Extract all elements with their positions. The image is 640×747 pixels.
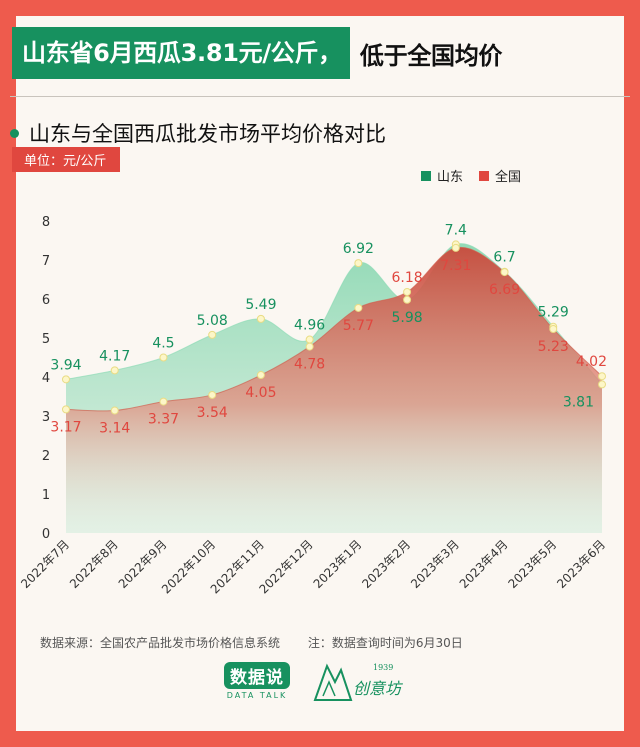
point-national: [354, 303, 363, 312]
point-national: [549, 325, 558, 334]
footer-note: 注：数据查询时间为6月30日: [307, 636, 463, 650]
x-tick-label: 2023年5月: [506, 537, 560, 591]
y-tick-label: 5: [42, 332, 50, 347]
data-label-national: 5.23: [538, 339, 569, 355]
data-label-national: 3.37: [148, 412, 179, 428]
page-title: 山东省6月西瓜3.81元/公斤， 低于全国均价: [12, 27, 502, 79]
data-label-national: 4.78: [294, 357, 325, 373]
chuangyi-logo: 1939 创意坊: [313, 663, 404, 701]
data-label-shandong: 5.08: [197, 313, 228, 329]
datatalk-logo-main: 数据说: [224, 662, 290, 689]
data-label-national: 4.02: [576, 354, 607, 370]
point-shandong: [354, 259, 363, 268]
data-label-national: 3.14: [99, 421, 130, 437]
point-national: [598, 372, 606, 381]
y-tick-label: 0: [42, 527, 50, 542]
point-shandong: [208, 330, 217, 339]
data-label-shandong: 3.81: [563, 394, 594, 410]
chart-subtitle: 山东与全国西瓜批发市场平均价格对比: [10, 118, 386, 148]
data-points: [62, 240, 606, 415]
point-shandong: [598, 380, 606, 389]
data-label-shandong: 5.49: [245, 297, 276, 313]
x-tick-label: 2022年8月: [67, 537, 121, 591]
x-tick-label: 2023年3月: [408, 537, 462, 591]
point-national: [500, 268, 509, 277]
data-label-shandong: 6.7: [493, 250, 515, 266]
point-national: [62, 405, 70, 414]
bullet-dot-icon: [10, 128, 19, 138]
legend: 山东 全国: [421, 166, 537, 185]
point-national: [110, 406, 119, 415]
y-tick-label: 4: [42, 371, 50, 386]
x-tick-label: 2022年7月: [18, 537, 72, 591]
mountain-icon: [313, 663, 353, 701]
data-label-shandong: 4.96: [294, 318, 325, 334]
datatalk-logo-sub: DATA TALK: [226, 691, 288, 700]
point-shandong: [305, 335, 314, 344]
data-label-shandong: 7.4: [445, 222, 467, 238]
x-axis: 2022年7月2022年8月2022年9月2022年10月2022年11月202…: [18, 537, 608, 596]
mountain-inner-icon: [322, 680, 336, 697]
data-label-national: 4.05: [245, 385, 276, 401]
data-label-shandong: 6.92: [343, 241, 374, 257]
data-label-national: 6.69: [489, 282, 520, 298]
chuangyi-name: 创意坊: [353, 679, 404, 698]
point-shandong: [62, 375, 70, 384]
legend-label-national: 全国: [495, 170, 522, 185]
data-label-shandong: 4.17: [99, 348, 130, 364]
data-label-shandong: 5.98: [392, 310, 423, 326]
datatalk-logo: 数据说 DATA TALK: [211, 660, 303, 702]
x-tick-label: 2023年1月: [311, 537, 365, 591]
title-highlight: 山东省6月西瓜3.81元/公斤，: [12, 27, 350, 79]
point-shandong: [403, 295, 412, 304]
point-shandong: [159, 353, 168, 362]
title-rest: 低于全国均价: [359, 41, 503, 70]
legend-item-national: 全国: [479, 166, 521, 185]
legend-swatch-national: [479, 170, 490, 181]
data-label-national: 3.17: [50, 419, 81, 435]
point-national: [403, 287, 412, 296]
y-axis: 0 1 2 3 4 5 6 7 8: [42, 215, 50, 542]
unit-badge: 单位：元/公斤: [12, 147, 121, 172]
y-tick-label: 6: [42, 293, 50, 308]
y-tick-label: 7: [42, 254, 50, 269]
footer-source: 数据来源：全国农产品批发市场价格信息系统: [40, 636, 281, 650]
y-tick-label: 3: [42, 410, 50, 425]
point-shandong: [110, 366, 119, 375]
series-areas: [65, 243, 603, 534]
legend-item-shandong: 山东: [421, 166, 463, 185]
data-label-national: 5.77: [343, 318, 374, 334]
point-national: [451, 243, 460, 252]
y-tick-label: 1: [42, 488, 50, 503]
chuangyi-year: 1939: [373, 663, 393, 672]
data-label-shandong: 5.29: [538, 305, 569, 321]
point-national: [159, 397, 168, 406]
point-national: [256, 371, 265, 380]
y-tick-label: 2: [42, 449, 50, 464]
legend-label-shandong: 山东: [437, 170, 464, 185]
data-label-national: 7.31: [440, 258, 471, 274]
x-tick-label: 2023年2月: [359, 537, 413, 591]
x-tick-label: 2023年6月: [554, 537, 608, 591]
title-divider: [10, 96, 630, 97]
subtitle-text: 山东与全国西瓜批发市场平均价格对比: [29, 122, 386, 146]
legend-swatch-shandong: [421, 170, 431, 181]
data-label-shandong: 3.94: [50, 357, 81, 373]
x-tick-label: 2023年4月: [457, 537, 511, 591]
point-shandong: [256, 314, 265, 323]
data-label-national: 6.18: [392, 270, 423, 286]
y-tick-label: 8: [42, 215, 50, 230]
data-label-shandong: 4.5: [152, 336, 174, 352]
point-national: [208, 390, 217, 399]
point-national: [305, 342, 314, 351]
data-labels: 3.94 4.17 4.5 5.08 5.49 4.96 6.92 5.98 7.4 6.7 5.2…: [50, 222, 607, 436]
data-label-national: 3.54: [197, 405, 228, 421]
area-national: [66, 247, 602, 534]
footer: 数据来源：全国农产品批发市场价格信息系统 注：数据查询时间为6月30日: [40, 634, 463, 651]
